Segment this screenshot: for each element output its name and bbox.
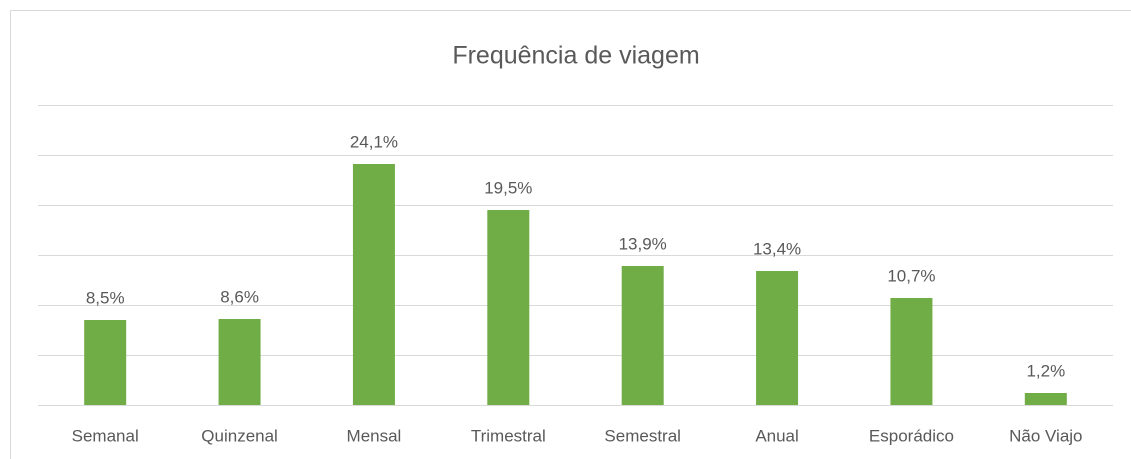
data-label: 8,6%	[220, 287, 259, 306]
x-tick-label: Trimestral	[471, 426, 546, 445]
chart-border	[10, 10, 1131, 459]
data-label: 10,7%	[887, 266, 935, 285]
data-label: 1,2%	[1026, 361, 1065, 380]
x-tick-label: Semestral	[604, 426, 681, 445]
x-tick-label: Quinzenal	[201, 426, 278, 445]
bar	[352, 164, 395, 405]
data-label: 13,4%	[753, 239, 801, 258]
data-label: 13,9%	[619, 234, 667, 253]
bar	[756, 271, 799, 405]
chart-title: Frequência de viagem	[452, 42, 699, 70]
bar	[621, 266, 664, 405]
x-tick-label: Esporádico	[869, 426, 954, 445]
data-label: 24,1%	[350, 132, 398, 151]
x-tick-label: Mensal	[347, 426, 402, 445]
data-label: 19,5%	[484, 178, 532, 197]
x-tick-label: Não Viajo	[1009, 426, 1082, 445]
data-label: 8,5%	[86, 288, 125, 307]
bar	[1024, 393, 1067, 405]
bar	[218, 319, 261, 405]
x-tick-label: Anual	[755, 426, 798, 445]
bar	[487, 210, 530, 405]
bar	[84, 320, 127, 405]
x-tick-label: Semanal	[72, 426, 139, 445]
bar	[890, 298, 933, 405]
